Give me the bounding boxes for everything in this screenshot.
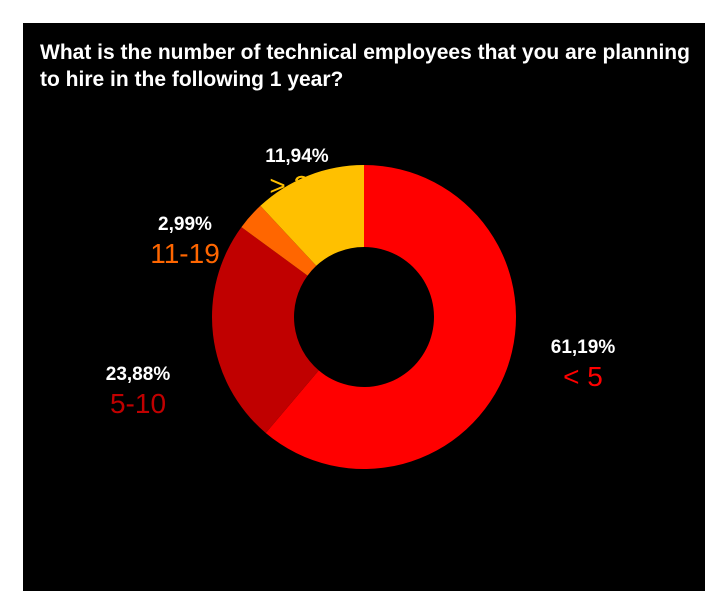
slice-percent-label: 2,99% <box>158 214 212 235</box>
slice-category-label: > 20 <box>269 170 325 201</box>
slice-label: 2,99% 11-19 <box>150 213 220 271</box>
slice-label: 11,94% > 20 <box>265 145 328 203</box>
slice-5 <box>265 165 516 469</box>
slice-20 <box>260 165 364 266</box>
slice-5-10 <box>211 227 319 433</box>
slice-percent-label: 61,19% <box>550 337 616 358</box>
chart-panel: What is the number of technical employee… <box>23 23 705 591</box>
slice-category-label: < 5 <box>563 361 603 392</box>
slice-label: 61,19% < 5 <box>551 336 615 394</box>
slice-label: 23,88% 5-10 <box>106 363 170 421</box>
slice-percent-label: 11,94% <box>265 146 329 167</box>
donut-chart <box>211 165 516 469</box>
slice-category-label: 5-10 <box>109 388 167 419</box>
slice-category-label: 11-19 <box>150 238 220 269</box>
slice-11-19 <box>241 205 317 276</box>
chart-title: What is the number of technical employee… <box>40 41 690 91</box>
slice-percent-label: 23,88% <box>105 364 171 385</box>
